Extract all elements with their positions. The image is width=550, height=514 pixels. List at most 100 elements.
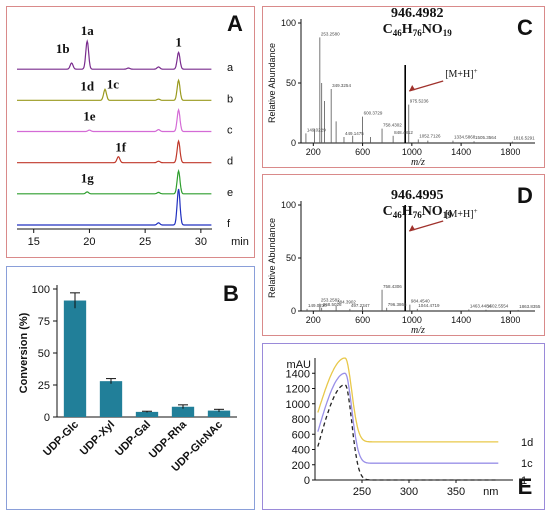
peak-label-1g: 1g [81,171,95,186]
panel-letter-c: C [517,15,533,40]
y-tick-label: 1400 [286,368,310,380]
trace-label-d: d [227,156,233,168]
y-tick-label: 0 [44,412,50,424]
x-tick-label: 25 [139,236,151,248]
y-tick-label: 1000 [286,399,310,411]
peak-value-label: 1816.5291 [513,136,535,141]
chromatogram-trace-e [17,169,212,195]
panel-c-mass-spectrum: 0 50 100 200 600 1000 1400 1800 253.2580 349.3254… [262,6,545,168]
ion-arrow-head [409,225,416,231]
peak-label-1b: 1b [56,41,70,56]
peak-value-label: 975.5236 [410,99,429,104]
x-tick-label: 1000 [402,315,422,325]
y-tick-label: 0 [291,306,296,316]
x-tick-label: 15 [28,236,40,248]
y-axis-title: Conversion (%) [18,312,30,393]
peak-value-label: 758.4302 [383,123,402,128]
x-tick-label: 600 [355,147,370,157]
y-tick-label: 100 [281,200,296,210]
chromatogram-trace-a [17,39,212,70]
panel-a-chromatograms: a b c d e f 1a 1b 1 1c 1d 1e 1f 1g 15 20 25 30 min A [6,6,255,258]
ion-arrow-head [409,85,416,91]
panel-letter-a: A [227,11,243,36]
y-tick-label: 0 [291,138,296,148]
chromatogram-trace-b [17,78,212,101]
y-tick-label: 200 [292,460,310,472]
series-label-1: 1 [521,475,527,487]
x-axis-title: m/z [411,157,425,166]
ion-arrow [409,80,444,92]
y-axis-title: Relative Abundance [267,218,277,298]
peak-value-label: 1052.7126 [419,133,441,138]
peak-value-label: 1044.4719 [418,303,440,308]
ion-arrow [409,220,444,232]
y-tick-label: 50 [286,78,296,88]
y-tick-label: 100 [32,284,50,296]
exact-mass-label: 946.4982 [391,7,444,21]
peak-value-label: 1863.8355 [519,304,541,309]
panel-letter-b: B [223,281,239,306]
peak-value-label: 384.3902 [337,300,356,305]
ion-label: [M+H]+ [445,67,477,80]
chromatogram-plot: a b c d e f 1a 1b 1 1c 1d 1e 1f 1g 15 20 25 30 min A [17,11,249,248]
chromatogram-trace-f [17,188,212,226]
y-tick-label: 50 [286,253,296,263]
uv-spectra-plot: 0 200 400 600 800 1000 1200 1400 250 300 350 nm mAU 1… [286,357,533,499]
trace-label-e: e [227,187,233,199]
chromatogram-trace-d [17,139,212,164]
trace-label-c: c [227,125,233,137]
peak-value-label: 1505.3564 [475,135,497,140]
x-tick-label: 250 [353,486,371,498]
molecular-formula: C46H76NO19 [383,204,453,220]
trace-label-b: b [227,93,233,105]
x-tick-label: 1800 [500,315,520,325]
y-axis-title: Relative Abundance [267,43,277,123]
trace-label-f: f [227,218,231,230]
x-tick-label: 600 [355,315,370,325]
panel-b-conversion-bars: 0 25 50 75 100 UDP-Glc UDP-Xyl UDP-Gal UDP-Rha UD… [6,266,255,510]
bar-udp-gal [135,411,159,417]
peak-value-label: 984.4540 [411,299,430,304]
peak-value-label: 449.1475 [345,131,364,136]
peak-value-label: 1602.5554 [487,304,509,309]
molecular-formula: C46H76NO19 [383,22,453,38]
exact-mass-label: 946.4995 [391,188,444,203]
bar-udp-rha [171,406,195,417]
y-tick-label: 0 [304,475,310,487]
x-tick-label: 20 [83,236,95,248]
peak-value-label: 1463.4484 [470,303,492,308]
peak-label-1: 1 [175,34,182,49]
peak-value-label: 349.3254 [332,83,351,88]
category-label: UDP-Xyl [78,419,117,458]
conversion-bar-chart: 0255075100UDP-GlcUDP-XylUDP-GalUDP-RhaUD… [18,281,239,474]
panel-letter-e: E [518,474,533,499]
peak-value-label: 796.3865 [388,302,407,307]
trace-label-a: a [227,62,234,74]
x-tick-label: 1000 [402,147,422,157]
uv-trace-1c [317,372,499,464]
peak-label-1d: 1d [80,78,95,93]
chromatogram-trace-c [17,108,212,133]
bar-udp-glc [63,300,87,417]
peak-value-label: 268.5026 [323,302,342,307]
peak-label-1e: 1e [83,108,96,123]
peak-value-label: 253.2580 [321,31,340,36]
peak-label-1a: 1a [81,23,95,38]
x-tick-label: 200 [306,315,321,325]
category-label: UDP-Glc [41,419,81,459]
peak-value-label: 600.3729 [364,111,383,116]
y-tick-label: 50 [38,348,50,360]
x-tick-label: 300 [400,486,418,498]
x-tick-label: 1800 [500,147,520,157]
peak-label-1f: 1f [115,139,127,154]
panel-e-uv-spectra: 0 200 400 600 800 1000 1200 1400 250 300 350 nm mAU 1… [262,343,545,510]
y-tick-label: 800 [292,414,310,426]
x-tick-label: 200 [306,147,321,157]
series-label-1d: 1d [521,437,533,449]
mass-spectrum-c: 0 50 100 200 600 1000 1400 1800 253.2580 349.3254… [267,7,535,166]
peak-value-label: 149.0229 [307,127,326,132]
peak-value-label: 149.0230 [308,303,327,308]
bar-udp-glcnac [207,410,231,417]
y-tick-label: 600 [292,429,310,441]
mass-spectrum-d: 0 50 100 200 600 1000 1400 1800 758.4306 253.2582… [267,183,541,334]
